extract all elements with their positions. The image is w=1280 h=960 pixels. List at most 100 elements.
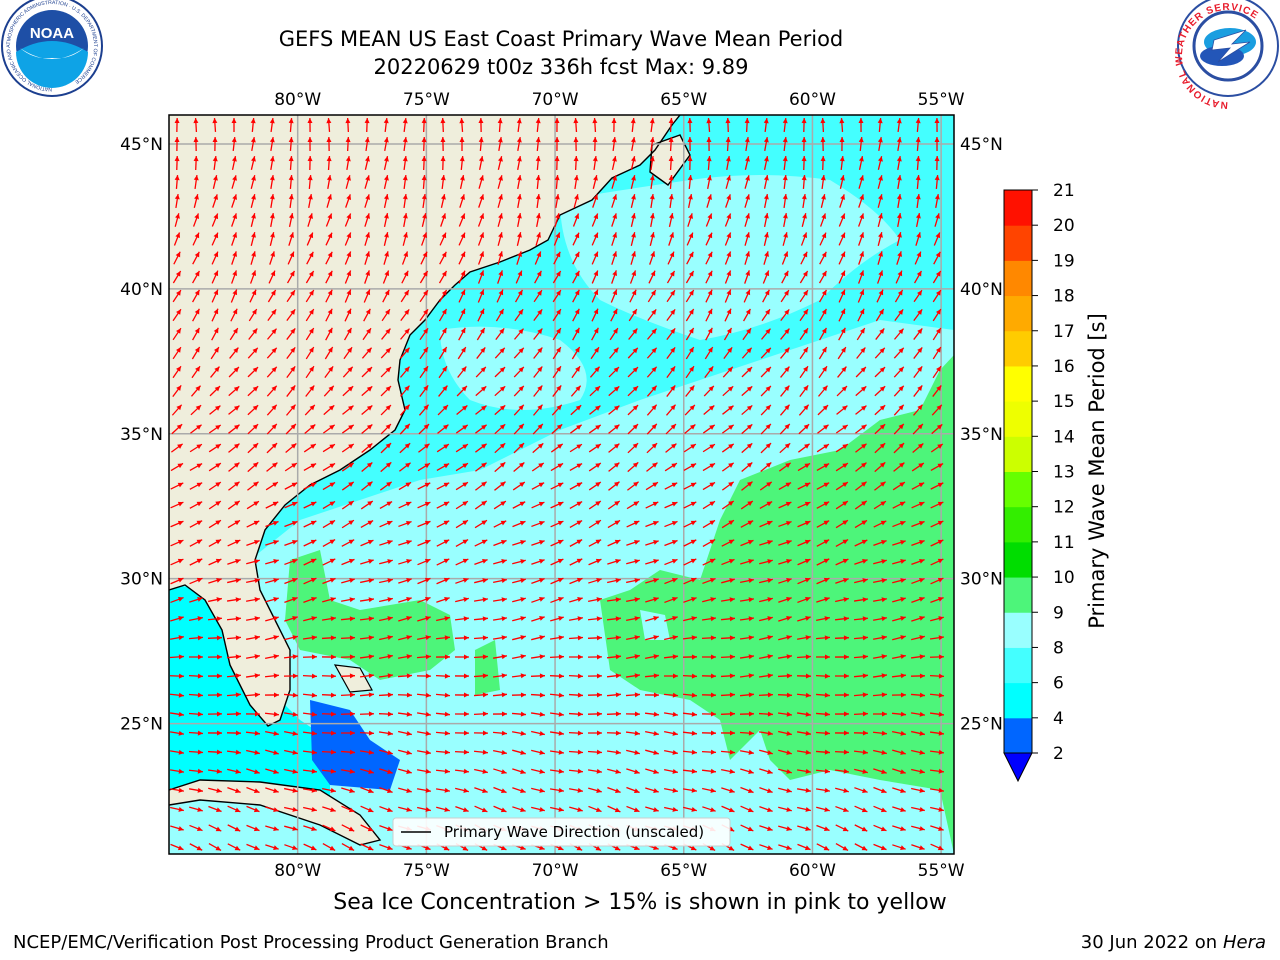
colorbar-tick-label: 21 [1053,181,1075,201]
wave-arrow [302,635,318,641]
wave-arrow [494,481,506,491]
wave-arrow [853,749,869,755]
wave-arrow [720,635,736,641]
wave-arrow [740,805,754,813]
wave-arrow [286,385,296,397]
wave-arrow [439,232,447,246]
wave-arrow [345,136,351,152]
wave-arrow [630,194,636,208]
wave-arrow [701,692,717,698]
wave-arrow [606,749,622,755]
wave-arrow [440,117,446,133]
wave-arrow [932,308,942,322]
wave-arrow [778,635,792,641]
wave-arrow [780,289,790,303]
noaa-logo-name: NOAA [30,25,74,42]
wave-arrow [683,482,697,490]
wave-arrow [265,654,279,660]
wave-arrow [687,117,693,133]
wave-arrow [683,501,697,509]
wave-arrow [912,442,924,454]
wave-arrow [853,654,869,660]
wave-arrow [378,673,394,679]
wave-arrow [914,251,922,265]
wave-arrow [686,251,694,265]
wave-arrow [250,213,256,227]
wave-arrow [856,347,866,359]
wave-arrow [303,577,317,585]
wave-arrow [438,289,448,303]
wave-arrow [494,423,506,435]
wave-arrow [417,462,431,472]
wave-arrow [535,174,541,190]
wave-arrow [364,194,370,208]
wave-arrow [835,787,849,793]
wave-arrow [591,251,599,265]
wave-arrow [663,692,679,698]
wave-arrow [174,213,180,227]
wave-arrow [892,616,906,622]
wave-arrow [549,768,565,774]
colorbar-tick-label: 19 [1053,251,1075,271]
wave-arrow [835,424,849,434]
wave-arrow [911,596,925,603]
colorbar-segment [1004,401,1032,437]
wave-arrow [820,136,826,152]
ocean-period-8-9-patch-north [560,175,900,340]
wave-arrow [531,635,545,641]
wave-arrow [892,749,906,755]
wave-arrow [759,616,773,622]
colorbar-segment [1004,190,1032,226]
wave-arrow [229,347,239,359]
wave-arrow [645,730,659,736]
wave-arrow [630,213,636,227]
lon-tick-label: 70°W [532,861,579,881]
wave-arrow [820,117,826,133]
wave-arrow [759,578,773,584]
wave-arrow [800,251,808,265]
wave-arrow [649,174,655,190]
wave-arrow [837,346,847,360]
wave-arrow [174,117,180,133]
wave-arrow [379,768,393,774]
wave-arrow [454,749,470,755]
wave-arrow [417,520,431,528]
wave-arrow [854,805,868,813]
wave-arrow [322,577,336,585]
wave-arrow [834,673,850,679]
wave-arrow [722,366,734,378]
wave-arrow [573,174,579,190]
wave-arrow [702,519,716,529]
wave-arrow [459,175,465,189]
wave-arrow [212,194,219,208]
wave-arrow [172,308,182,322]
wave-arrow [934,155,940,171]
wave-arrow [931,404,943,416]
wave-arrow [172,385,182,397]
wave-arrow [226,654,242,660]
wave-arrow [896,212,902,228]
wave-arrow [398,597,412,603]
wave-arrow [725,155,731,171]
wave-arrow [189,558,203,566]
wave-arrow [664,806,678,812]
wave-arrow [818,346,828,360]
wave-arrow [455,539,469,547]
wave-arrow [477,251,485,265]
wave-arrow [402,193,408,209]
wave-arrow [398,520,412,528]
wave-arrow [512,597,526,603]
wave-arrow [838,251,846,265]
wave-arrow [421,174,427,190]
wave-arrow [188,768,204,774]
wave-arrow [189,482,203,490]
wave-arrow [265,787,279,793]
wave-arrow [285,423,297,435]
wave-arrow [250,175,256,189]
wave-arrow [188,730,204,736]
wave-arrow [759,520,773,528]
wave-arrow [838,289,846,303]
wave-arrow [435,749,451,755]
wave-arrow [340,654,356,660]
wave-arrow [212,155,218,171]
